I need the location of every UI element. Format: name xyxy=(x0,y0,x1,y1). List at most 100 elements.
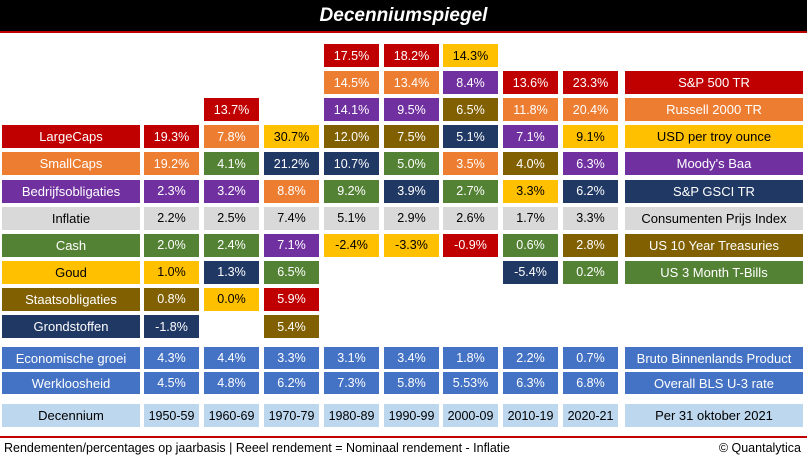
return-cell: 2.3% xyxy=(144,179,199,203)
asset-label-goud: Goud xyxy=(2,260,140,284)
return-cell: 9.1% xyxy=(563,125,618,149)
return-cell: 3.3% xyxy=(503,179,558,203)
return-cell: 2.9% xyxy=(384,206,439,230)
return-cell: 6.5% xyxy=(443,98,498,122)
return-cell: -2.4% xyxy=(324,233,379,257)
return-cell: 0.2% xyxy=(563,260,618,284)
return-cell: 2.7% xyxy=(443,179,498,203)
stat-value: 4.8% xyxy=(204,372,259,394)
return-cell: 3.9% xyxy=(384,179,439,203)
return-cell: 11.8% xyxy=(503,98,558,122)
decade-tick-label: 2000-09 xyxy=(443,404,498,427)
stat-value: 1.8% xyxy=(443,347,498,369)
return-cell: 5.9% xyxy=(264,287,319,311)
stat-value: 6.2% xyxy=(264,372,319,394)
stat-value: 7.3% xyxy=(324,372,379,394)
decade-tick-label: 1980-89 xyxy=(324,404,379,427)
asset-label-smallcaps: SmallCaps xyxy=(2,152,140,176)
legend-smallcaps: Russell 2000 TR xyxy=(625,98,803,122)
chart-title: Decenniumspiegel xyxy=(0,0,807,33)
legend-grondstoffen: S&P GSCI TR xyxy=(625,179,803,203)
stat-value: 2.2% xyxy=(503,347,558,369)
stat-value: 4.5% xyxy=(144,372,199,394)
return-cell: 7.1% xyxy=(503,125,558,149)
return-cell: 9.5% xyxy=(384,98,439,122)
stat-source: Overall BLS U-3 rate xyxy=(625,372,803,394)
return-cell: 19.2% xyxy=(144,152,199,176)
return-cell: 6.3% xyxy=(563,152,618,176)
stat-value: 5.53% xyxy=(443,372,498,394)
return-cell: 30.7% xyxy=(264,125,319,149)
return-cell: -0.9% xyxy=(443,233,498,257)
return-cell: 13.6% xyxy=(503,71,558,95)
stat-source: Bruto Binnenlands Product xyxy=(625,347,803,369)
return-cell: 21.2% xyxy=(264,152,319,176)
asset-label-largecaps: LargeCaps xyxy=(2,125,140,149)
return-cell: 10.7% xyxy=(324,152,379,176)
return-cell: 6.2% xyxy=(563,179,618,203)
decade-axis-label: Decennium xyxy=(2,404,140,427)
return-cell: 14.5% xyxy=(324,71,379,95)
return-cell: 1.0% xyxy=(144,260,199,284)
return-cell: 5.1% xyxy=(324,206,379,230)
return-cell: 7.5% xyxy=(384,125,439,149)
return-cell: 2.2% xyxy=(144,206,199,230)
stat-value: 6.8% xyxy=(563,372,618,394)
return-cell: 1.3% xyxy=(204,260,259,284)
return-cell: 12.0% xyxy=(324,125,379,149)
return-cell: 14.1% xyxy=(324,98,379,122)
legend-largecaps: S&P 500 TR xyxy=(625,71,803,95)
return-cell: 2.4% xyxy=(204,233,259,257)
stat-label: Economische groei xyxy=(2,347,140,369)
return-cell: 4.0% xyxy=(503,152,558,176)
return-cell: 2.5% xyxy=(204,206,259,230)
return-cell: 13.4% xyxy=(384,71,439,95)
return-cell: 20.4% xyxy=(563,98,618,122)
return-cell: 2.8% xyxy=(563,233,618,257)
stat-value: 4.3% xyxy=(144,347,199,369)
return-cell: 1.7% xyxy=(503,206,558,230)
return-cell: 13.7% xyxy=(204,98,259,122)
stat-value: 3.1% xyxy=(324,347,379,369)
return-cell: 14.3% xyxy=(443,44,498,67)
return-cell: 5.4% xyxy=(264,315,319,338)
return-cell: 0.0% xyxy=(204,287,259,311)
return-cell: 2.6% xyxy=(443,206,498,230)
return-cell: 5.1% xyxy=(443,125,498,149)
asset-label-grondstoffen: Grondstoffen xyxy=(2,315,140,338)
return-cell: 0.6% xyxy=(503,233,558,257)
asset-label-cash: Cash xyxy=(2,233,140,257)
legend-goud: USD per troy ounce xyxy=(625,125,803,149)
return-cell: 0.8% xyxy=(144,287,199,311)
decade-tick-label: 1950-59 xyxy=(144,404,199,427)
return-cell: 3.3% xyxy=(563,206,618,230)
return-cell: -3.3% xyxy=(384,233,439,257)
return-cell: 2.0% xyxy=(144,233,199,257)
return-cell: 23.3% xyxy=(563,71,618,95)
as-of-date: Per 31 oktober 2021 xyxy=(625,404,803,427)
stat-label: Werkloosheid xyxy=(2,372,140,394)
asset-label-staatsobligaties: Staatsobligaties xyxy=(2,287,140,311)
return-cell: -1.8% xyxy=(144,315,199,338)
return-cell: -5.4% xyxy=(503,260,558,284)
legend-staatsobligaties: US 10 Year Treasuries xyxy=(625,233,803,257)
asset-label-inflatie: Inflatie xyxy=(2,206,140,230)
decade-tick-label: 1960-69 xyxy=(204,404,259,427)
legend-bedrijfsobligaties: Moody's Baa xyxy=(625,152,803,176)
return-cell: 19.3% xyxy=(144,125,199,149)
legend-inflatie: Consumenten Prijs Index xyxy=(625,206,803,230)
footer-note: Rendementen/percentages op jaarbasis | R… xyxy=(4,441,510,455)
return-cell: 17.5% xyxy=(324,44,379,67)
stat-value: 3.4% xyxy=(384,347,439,369)
return-cell: 18.2% xyxy=(384,44,439,67)
stat-value: 3.3% xyxy=(264,347,319,369)
return-cell: 3.5% xyxy=(443,152,498,176)
return-cell: 6.5% xyxy=(264,260,319,284)
return-cell: 3.2% xyxy=(204,179,259,203)
footer-divider xyxy=(0,436,807,438)
return-cell: 7.1% xyxy=(264,233,319,257)
stat-value: 6.3% xyxy=(503,372,558,394)
stat-value: 0.7% xyxy=(563,347,618,369)
legend-cash: US 3 Month T-Bills xyxy=(625,260,803,284)
decade-tick-label: 1970-79 xyxy=(264,404,319,427)
